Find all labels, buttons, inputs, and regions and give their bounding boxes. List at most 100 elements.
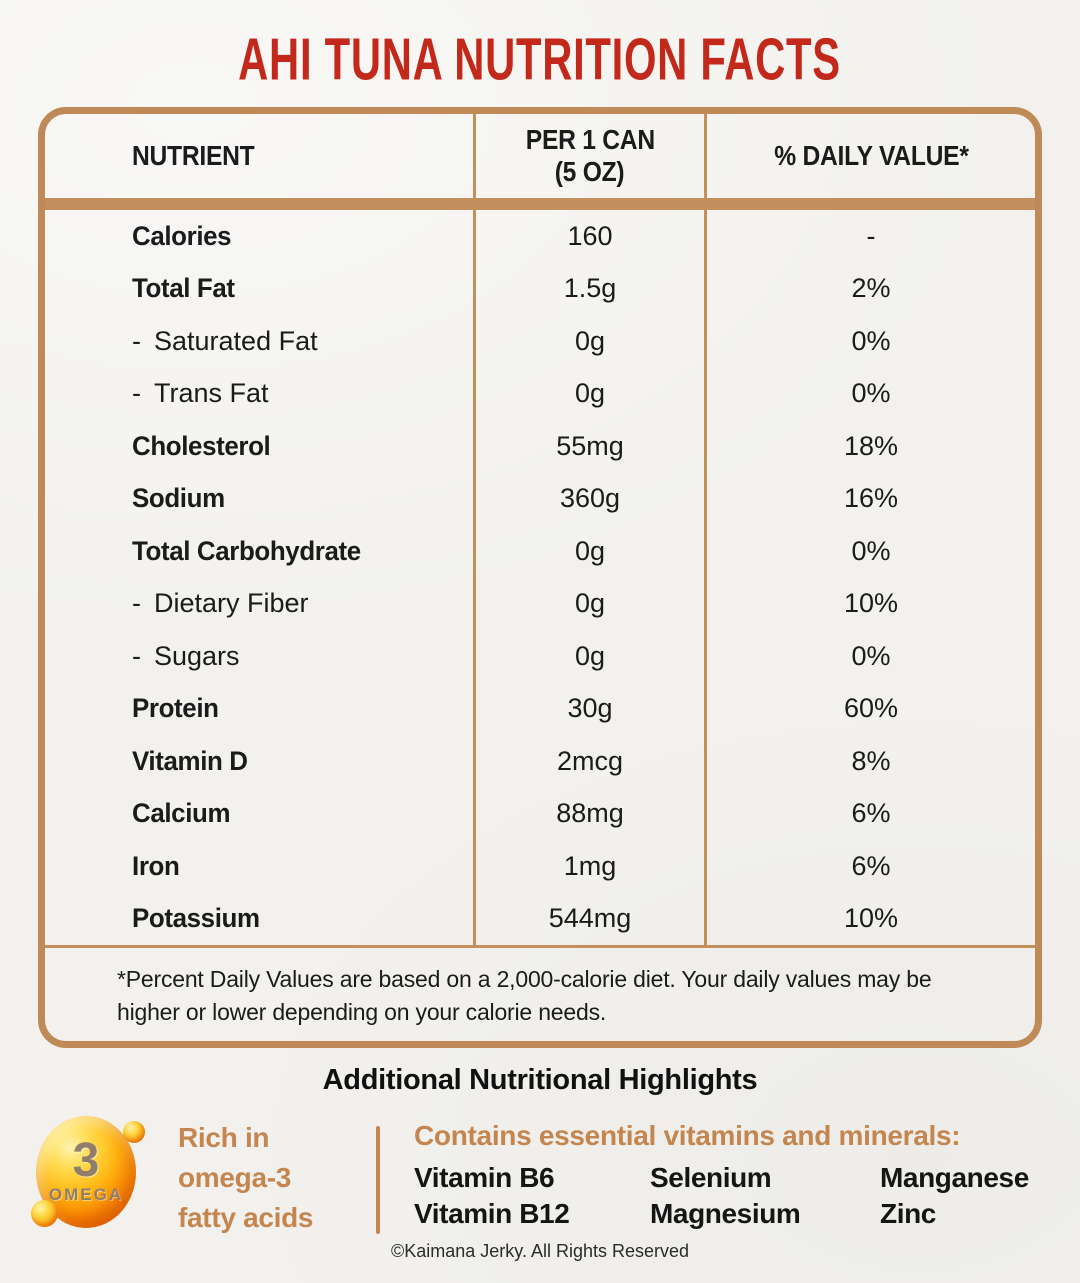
table-row: - Sugars 0g 0% bbox=[45, 630, 1035, 683]
omega-badge-bubble-icon bbox=[31, 1200, 58, 1227]
nutrient-cell: Protein bbox=[45, 683, 473, 736]
table-row: Protein 30g 60% bbox=[45, 682, 1035, 736]
amount-cell: 30g bbox=[473, 682, 707, 735]
nutrient-cell: - Saturated Fat bbox=[45, 315, 473, 368]
sub-item-dash: - bbox=[132, 378, 141, 409]
amount-cell: 0g bbox=[473, 630, 707, 683]
header-daily-value: % DAILY VALUE* bbox=[707, 114, 1035, 198]
header-per-can-line2: (5 OZ) bbox=[555, 156, 625, 187]
omega-rich-text: Rich in omega-3 fatty acids bbox=[178, 1122, 314, 1233]
table-row: Cholesterol 55mg 18% bbox=[45, 420, 1035, 473]
vitamin-item: Zinc bbox=[880, 1198, 936, 1229]
omega-badge-number: 3 bbox=[72, 1134, 100, 1188]
sub-item-dash: - bbox=[132, 640, 141, 671]
vitamin-item: Selenium bbox=[650, 1162, 772, 1193]
omega-badge-label: OMEGA bbox=[48, 1184, 124, 1204]
header-nutrient: NUTRIENT bbox=[45, 114, 473, 198]
amount-cell: 2mcg bbox=[473, 735, 707, 788]
header-per-can-line1: PER 1 CAN bbox=[525, 123, 655, 155]
nutrient-label: Vitamin D bbox=[132, 745, 248, 776]
header-daily-value-label: % DAILY VALUE* bbox=[773, 139, 969, 171]
daily-value-cell: 0% bbox=[851, 378, 891, 409]
table-row: Vitamin D 2mcg 8% bbox=[45, 735, 1035, 788]
table-body: Calories 160 - Total Fat 1.5g 2% - Satur… bbox=[45, 210, 1035, 945]
daily-value-cell: 10% bbox=[843, 903, 899, 934]
footnote-text: *Percent Daily Values are based on a 2,0… bbox=[117, 966, 932, 1026]
header-divider-band bbox=[45, 198, 1035, 210]
nutrient-cell: Cholesterol bbox=[45, 420, 473, 473]
highlights-section-title: Additional Nutritional Highlights bbox=[322, 1064, 758, 1096]
nutrient-label: Total Fat bbox=[132, 273, 235, 304]
nutrient-label: Saturated Fat bbox=[154, 325, 318, 356]
vitamin-item: Manganese bbox=[880, 1162, 1029, 1193]
nutrient-cell: Sodium bbox=[45, 473, 473, 526]
table-row: - Trans Fat 0g 0% bbox=[45, 367, 1035, 421]
nutrient-label: Sugars bbox=[154, 640, 240, 671]
amount-cell: 360g bbox=[473, 472, 707, 525]
nutrient-label: Iron bbox=[132, 850, 180, 881]
amount-cell: 0g bbox=[473, 577, 707, 630]
nutrient-label: Potassium bbox=[132, 903, 260, 934]
amount-cell: 55mg bbox=[473, 420, 707, 473]
nutrient-label: Protein bbox=[132, 693, 219, 724]
amount-cell: 0g bbox=[473, 367, 707, 420]
nutrient-label: Total Carbohydrate bbox=[132, 535, 361, 566]
copyright-text: ©Kaimana Jerky. All Rights Reserved bbox=[390, 1241, 690, 1261]
table-row: Calcium 88mg 6% bbox=[45, 787, 1035, 841]
sub-item-dash: - bbox=[132, 325, 141, 356]
table-row: Potassium 544mg 10% bbox=[45, 892, 1035, 946]
table-row: Sodium 360g 16% bbox=[45, 472, 1035, 526]
nutrient-label: Cholesterol bbox=[132, 430, 271, 461]
daily-value-cell: 18% bbox=[843, 430, 899, 461]
amount-cell: 0g bbox=[473, 315, 707, 368]
vitamins-list: Vitamin B6 Selenium Manganese Vitamin B12 Ma… bbox=[414, 1160, 1054, 1231]
nutrient-label: Dietary Fiber bbox=[154, 588, 309, 619]
nutrient-label: Calcium bbox=[132, 798, 231, 829]
nutrient-cell: - Dietary Fiber bbox=[45, 578, 473, 631]
nutrient-cell: Total Carbohydrate bbox=[45, 525, 473, 578]
amount-cell: 0g bbox=[473, 525, 707, 578]
sub-item-dash: - bbox=[132, 588, 141, 619]
header-nutrient-label: NUTRIENT bbox=[132, 139, 255, 171]
nutrient-cell: Calcium bbox=[45, 788, 473, 841]
nutrient-cell: Vitamin D bbox=[45, 735, 473, 788]
nutrient-cell: - Sugars bbox=[45, 630, 473, 683]
amount-cell: 1mg bbox=[473, 840, 707, 893]
table-header-row: NUTRIENT PER 1 CAN (5 OZ) % DAILY VALUE* bbox=[45, 114, 1035, 198]
amount-cell: 88mg bbox=[473, 787, 707, 840]
nutrition-facts-table: NUTRIENT PER 1 CAN (5 OZ) % DAILY VALUE*… bbox=[38, 107, 1042, 1048]
daily-value-cell: 16% bbox=[843, 483, 899, 514]
table-row: Total Carbohydrate 0g 0% bbox=[45, 525, 1035, 578]
nutrient-cell: - Trans Fat bbox=[45, 368, 473, 421]
nutrient-cell: Calories bbox=[45, 210, 473, 263]
nutrient-cell: Iron bbox=[45, 840, 473, 893]
vitamin-item: Vitamin B6 bbox=[414, 1162, 555, 1193]
page-title-text: AHI TUNA NUTRITION FACTS bbox=[238, 26, 842, 93]
daily-value-cell: 6% bbox=[851, 850, 891, 881]
nutrient-cell: Total Fat bbox=[45, 263, 473, 316]
daily-value-cell: 0% bbox=[851, 535, 891, 566]
vitamins-title: Contains essential vitamins and minerals… bbox=[414, 1120, 961, 1151]
nutrient-label: Sodium bbox=[132, 483, 225, 514]
vitamin-item: Magnesium bbox=[650, 1198, 801, 1229]
table-row: - Saturated Fat 0g 0% bbox=[45, 315, 1035, 368]
amount-cell: 544mg bbox=[473, 892, 707, 945]
table-row: Total Fat 1.5g 2% bbox=[45, 262, 1035, 316]
table-row: - Dietary Fiber 0g 10% bbox=[45, 577, 1035, 631]
nutrient-label: Trans Fat bbox=[154, 378, 269, 409]
vitamin-item: Vitamin B12 bbox=[414, 1198, 570, 1229]
daily-value-cell: 2% bbox=[851, 273, 891, 304]
daily-value-cell: 0% bbox=[851, 325, 891, 356]
omega-badge-bubble-icon bbox=[123, 1121, 145, 1143]
table-row: Iron 1mg 6% bbox=[45, 840, 1035, 893]
daily-value-cell: 6% bbox=[851, 798, 891, 829]
nutrient-cell: Potassium bbox=[45, 893, 473, 946]
nutrient-label: Calories bbox=[132, 220, 232, 251]
daily-value-cell: 0% bbox=[851, 640, 891, 671]
table-row: Calories 160 - bbox=[45, 210, 1035, 263]
highlights-vertical-divider bbox=[376, 1126, 380, 1234]
amount-cell: 160 bbox=[473, 210, 707, 263]
daily-value-cell: 8% bbox=[851, 745, 891, 776]
daily-value-cell: 60% bbox=[843, 693, 899, 724]
